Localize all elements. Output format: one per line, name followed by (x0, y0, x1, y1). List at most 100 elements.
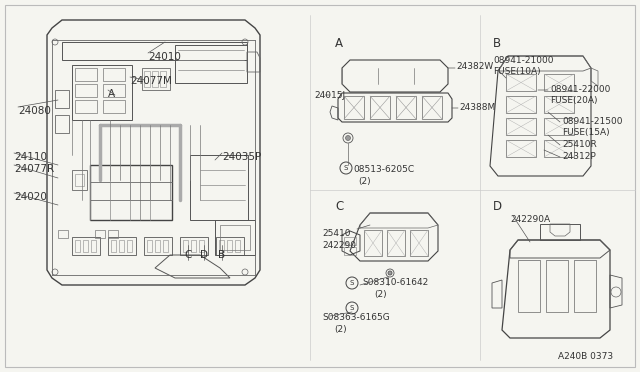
Bar (506, 118, 536, 135)
Bar (344, 237, 356, 245)
Bar (364, 230, 382, 256)
Bar (227, 240, 232, 252)
Text: S: S (344, 165, 348, 171)
Bar (152, 71, 158, 87)
Text: (2): (2) (374, 290, 387, 299)
Bar (506, 96, 536, 113)
Bar (544, 140, 574, 157)
Text: 24077R: 24077R (14, 164, 54, 174)
Bar (344, 247, 356, 255)
Text: 242290: 242290 (322, 241, 356, 250)
Text: S: S (350, 305, 354, 311)
Bar (518, 260, 540, 312)
Bar (370, 96, 390, 119)
Bar (160, 71, 166, 87)
Bar (103, 100, 125, 113)
Text: 08941-21000: 08941-21000 (493, 56, 554, 65)
Bar (75, 240, 80, 252)
Bar (410, 230, 428, 256)
Bar (95, 230, 105, 238)
Bar (72, 65, 132, 120)
Text: S08363-6165G: S08363-6165G (322, 313, 390, 322)
Text: 24010: 24010 (148, 52, 181, 62)
Bar (108, 237, 136, 255)
Bar (190, 155, 248, 220)
Text: C: C (335, 200, 343, 213)
Bar (215, 220, 255, 255)
Bar (55, 90, 69, 108)
Text: D: D (200, 250, 208, 260)
Bar (544, 74, 574, 91)
Bar (75, 174, 84, 186)
Text: 24312P: 24312P (562, 152, 596, 161)
Bar (219, 240, 224, 252)
Bar (72, 170, 87, 190)
Text: 24110: 24110 (14, 152, 47, 162)
Text: 25410R: 25410R (562, 140, 596, 149)
Bar (344, 96, 364, 119)
Bar (75, 100, 97, 113)
Bar (175, 45, 247, 83)
Bar (144, 237, 172, 255)
Text: D: D (493, 200, 502, 213)
Bar (506, 140, 536, 157)
Bar (544, 96, 574, 113)
Text: FUSE(20A): FUSE(20A) (550, 96, 598, 105)
Text: 24020: 24020 (14, 192, 47, 202)
Bar (574, 260, 596, 312)
Bar (387, 230, 405, 256)
Bar (191, 240, 196, 252)
Bar (103, 68, 125, 81)
Text: 24077M: 24077M (130, 76, 172, 86)
Bar (142, 68, 170, 90)
Text: A240B 0373: A240B 0373 (558, 352, 613, 361)
Bar (422, 96, 442, 119)
Bar (55, 115, 69, 133)
Bar (235, 240, 240, 252)
Bar (62, 42, 247, 60)
Bar (147, 240, 152, 252)
Bar (199, 240, 204, 252)
Text: B: B (218, 250, 225, 260)
Bar (396, 96, 416, 119)
Text: 08513-6205C: 08513-6205C (353, 165, 414, 174)
Text: A: A (108, 89, 115, 99)
Text: S: S (350, 280, 354, 286)
Text: FUSE(10A): FUSE(10A) (493, 67, 541, 76)
Bar (163, 240, 168, 252)
Bar (183, 240, 188, 252)
Bar (144, 71, 150, 87)
Bar (119, 240, 124, 252)
Bar (506, 74, 536, 91)
Bar (220, 225, 250, 250)
Text: S08310-61642: S08310-61642 (362, 278, 428, 287)
Bar (83, 240, 88, 252)
Text: 242290A: 242290A (510, 215, 550, 224)
Bar (546, 260, 568, 312)
Circle shape (346, 135, 351, 141)
Bar (90, 165, 172, 220)
Text: 25410: 25410 (322, 229, 351, 238)
Bar (111, 240, 116, 252)
Bar (75, 84, 97, 97)
Text: 24015J: 24015J (314, 90, 345, 99)
Bar (91, 240, 96, 252)
Text: 08941-22000: 08941-22000 (550, 85, 611, 94)
Bar (72, 237, 100, 255)
Bar (216, 237, 244, 255)
Text: A: A (335, 37, 343, 50)
Circle shape (388, 271, 392, 275)
Text: 08941-21500: 08941-21500 (562, 117, 623, 126)
Bar (155, 240, 160, 252)
Text: (2): (2) (358, 177, 371, 186)
Text: 24388M: 24388M (459, 103, 495, 112)
Bar (180, 237, 208, 255)
Bar (58, 230, 68, 238)
Text: B: B (493, 37, 501, 50)
Bar (103, 84, 125, 97)
Text: C: C (184, 250, 192, 260)
Bar (108, 230, 118, 238)
Text: FUSE(15A): FUSE(15A) (562, 128, 610, 137)
Text: (2): (2) (334, 325, 347, 334)
Bar (544, 118, 574, 135)
